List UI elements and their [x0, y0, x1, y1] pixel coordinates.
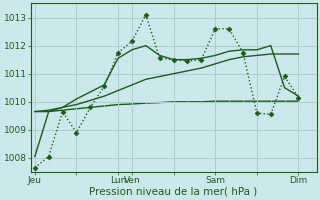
X-axis label: Pression niveau de la mer( hPa ): Pression niveau de la mer( hPa ) — [90, 187, 258, 197]
